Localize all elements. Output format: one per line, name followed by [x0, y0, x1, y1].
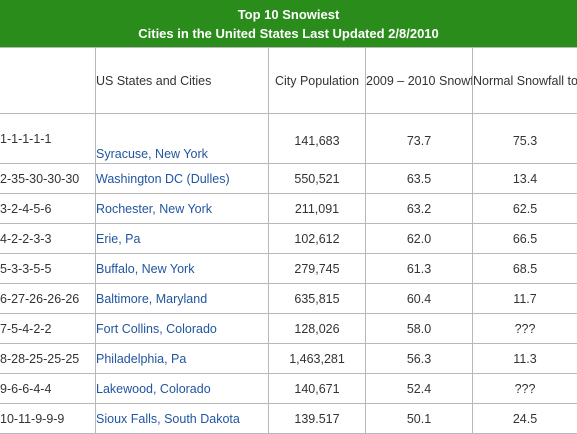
snowfall-cell: 50.1 [366, 404, 473, 434]
population-cell: 211,091 [269, 194, 366, 224]
table-title: Top 10 Snowiest [0, 5, 577, 24]
snowfall-cell: 52.4 [366, 374, 473, 404]
rank-cell: 2-35-30-30-30 [0, 164, 96, 194]
snowfall-cell: 60.4 [366, 284, 473, 314]
rank-cell: 10-11-9-9-9 [0, 404, 96, 434]
normal-snowfall-cell: 68.5 [473, 254, 577, 284]
table-subtitle: Cities in the United States Last Updated… [0, 24, 577, 43]
population-cell: 139.517 [269, 404, 366, 434]
rank-cell: 8-28-25-25-25 [0, 344, 96, 374]
rank-cell: 7-5-4-2-2 [0, 314, 96, 344]
rank-cell: 6-27-26-26-26 [0, 284, 96, 314]
snowfall-cell: 63.2 [366, 194, 473, 224]
normal-snowfall-cell: 75.3 [473, 114, 577, 164]
snowfall-cell: 63.5 [366, 164, 473, 194]
rank-cell: 1-1-1-1-1 [0, 114, 96, 164]
snowfall-table: US States and Cities City Population 200… [0, 47, 577, 434]
population-cell: 102,612 [269, 224, 366, 254]
city-link[interactable]: Philadelphia, Pa [96, 344, 269, 374]
city-link[interactable]: Erie, Pa [96, 224, 269, 254]
header-normal: Normal Snowfall to Date [473, 48, 577, 114]
rank-cell: 4-2-2-3-3 [0, 224, 96, 254]
normal-snowfall-cell: ??? [473, 374, 577, 404]
city-link[interactable]: Lakewood, Colorado [96, 374, 269, 404]
header-rank [0, 48, 96, 114]
population-cell: 635,815 [269, 284, 366, 314]
population-cell: 141,683 [269, 114, 366, 164]
snowfall-cell: 73.7 [366, 114, 473, 164]
normal-snowfall-cell: 24.5 [473, 404, 577, 434]
table-title-banner: Top 10 Snowiest Cities in the United Sta… [0, 0, 577, 47]
population-cell: 128,026 [269, 314, 366, 344]
city-link[interactable]: Fort Collins, Colorado [96, 314, 269, 344]
header-city: US States and Cities [96, 48, 269, 114]
rank-cell: 3-2-4-5-6 [0, 194, 96, 224]
normal-snowfall-cell: 11.7 [473, 284, 577, 314]
header-population: City Population [269, 48, 366, 114]
snowfall-cell: 62.0 [366, 224, 473, 254]
city-link[interactable]: Buffalo, New York [96, 254, 269, 284]
normal-snowfall-cell: 62.5 [473, 194, 577, 224]
city-link[interactable]: Syracuse, New York [96, 114, 269, 164]
normal-snowfall-cell: 11.3 [473, 344, 577, 374]
rank-cell: 9-6-6-4-4 [0, 374, 96, 404]
city-link[interactable]: Rochester, New York [96, 194, 269, 224]
city-link[interactable]: Washington DC (Dulles) [96, 164, 269, 194]
snowfall-cell: 61.3 [366, 254, 473, 284]
rank-cell: 5-3-3-5-5 [0, 254, 96, 284]
header-row: US States and Cities City Population 200… [0, 48, 577, 114]
header-snowfall: 2009 – 2010 Snowfall Totals [366, 48, 473, 114]
normal-snowfall-cell: 66.5 [473, 224, 577, 254]
normal-snowfall-cell: ??? [473, 314, 577, 344]
population-cell: 140,671 [269, 374, 366, 404]
city-link[interactable]: Baltimore, Maryland [96, 284, 269, 314]
city-link[interactable]: Sioux Falls, South Dakota [96, 404, 269, 434]
population-cell: 550,521 [269, 164, 366, 194]
snowfall-cell: 56.3 [366, 344, 473, 374]
population-cell: 1,463,281 [269, 344, 366, 374]
normal-snowfall-cell: 13.4 [473, 164, 577, 194]
snowfall-cell: 58.0 [366, 314, 473, 344]
population-cell: 279,745 [269, 254, 366, 284]
